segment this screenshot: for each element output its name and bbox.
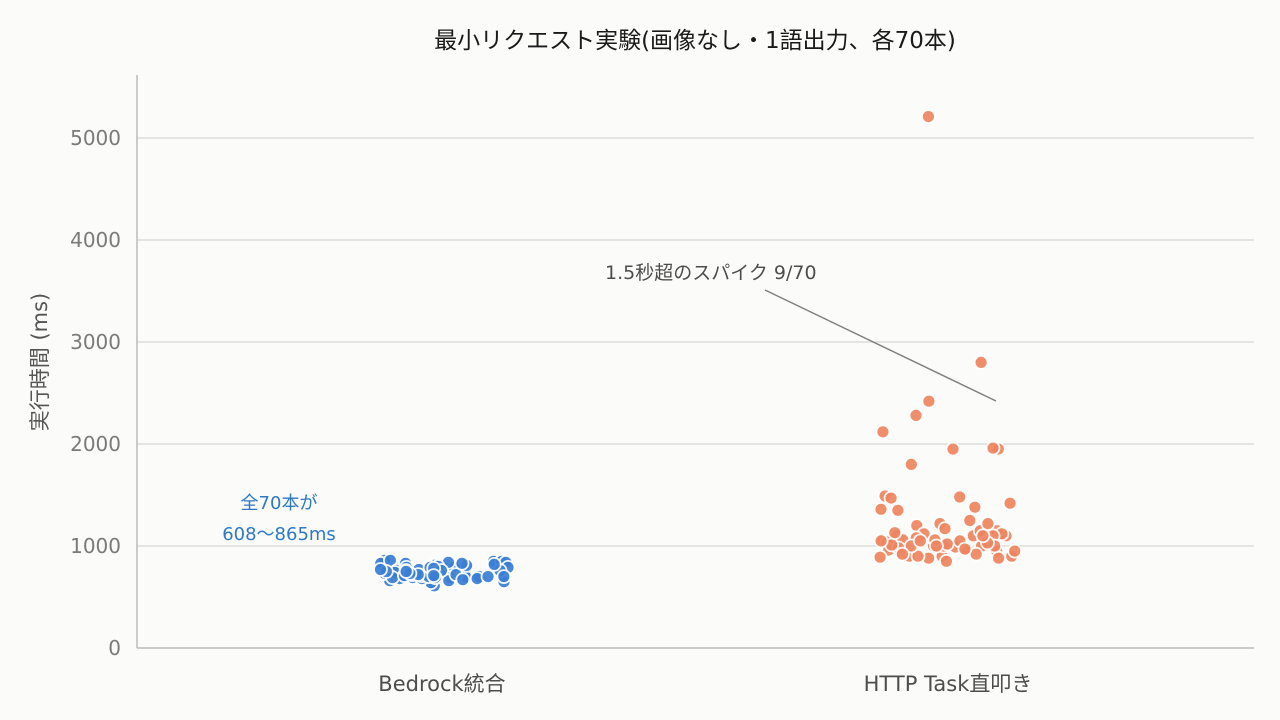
data-point: [887, 525, 903, 541]
data-point: [496, 569, 512, 584]
data-point: [373, 562, 388, 577]
data-point: [937, 521, 953, 537]
data-point: [398, 564, 414, 579]
data-point: [1007, 543, 1023, 559]
spike-annotation: 1.5秒超のスパイク 9/70: [605, 262, 817, 284]
data-point: [939, 553, 954, 569]
data-point: [454, 555, 470, 571]
data-point: [455, 572, 471, 588]
y-tick-label: 1000: [70, 534, 121, 558]
data-point: [967, 499, 983, 515]
data-point: [1002, 495, 1018, 511]
x-category-label: HTTP Task直叩き: [864, 672, 1033, 696]
data-point: [910, 548, 926, 564]
y-axis-ticks: 0 1000 2000 3000 4000 5000: [70, 126, 121, 660]
data-point: [873, 501, 889, 517]
y-tick-label: 0: [108, 636, 121, 660]
y-tick-label: 2000: [70, 432, 121, 456]
data-point: [895, 546, 910, 562]
data-point: [973, 354, 989, 370]
data-point: [890, 502, 906, 518]
data-point: [872, 549, 888, 565]
data-point: [486, 557, 502, 572]
data-point: [883, 490, 899, 506]
data-point: [875, 424, 891, 440]
y-tick-label: 4000: [70, 228, 121, 252]
data-point: [975, 528, 991, 544]
data-point: [912, 533, 928, 549]
data-point: [985, 440, 1001, 456]
data-point: [991, 550, 1006, 566]
data-point: [921, 109, 936, 124]
data-point: [908, 407, 924, 423]
data-point: [903, 456, 919, 472]
data-point: [945, 441, 961, 457]
data-point: [962, 513, 978, 528]
data-point: [957, 541, 973, 557]
data-point: [426, 568, 442, 583]
grid-lines: [137, 137, 1254, 547]
y-tick-label: 3000: [70, 330, 121, 354]
data-points: [373, 109, 1023, 594]
bedrock-note-line2: 608〜865ms: [222, 524, 336, 545]
data-point: [929, 538, 944, 554]
x-axis-categories: Bedrock統合 HTTP Task直叩き: [378, 672, 1032, 696]
spike-annotation-arrow: [764, 289, 997, 402]
y-axis-title: 実行時間 (ms): [28, 293, 52, 431]
data-point: [873, 533, 889, 549]
data-point: [980, 516, 996, 531]
x-category-label: Bedrock統合: [378, 672, 505, 696]
data-point: [952, 489, 968, 505]
y-tick-label: 5000: [70, 126, 121, 150]
data-point: [921, 393, 937, 409]
data-point: [480, 569, 496, 584]
bedrock-note-line1: 全70本が: [241, 493, 318, 514]
chart-title: 最小リクエスト実験(画像なし・1語出力、各70本): [434, 28, 956, 54]
